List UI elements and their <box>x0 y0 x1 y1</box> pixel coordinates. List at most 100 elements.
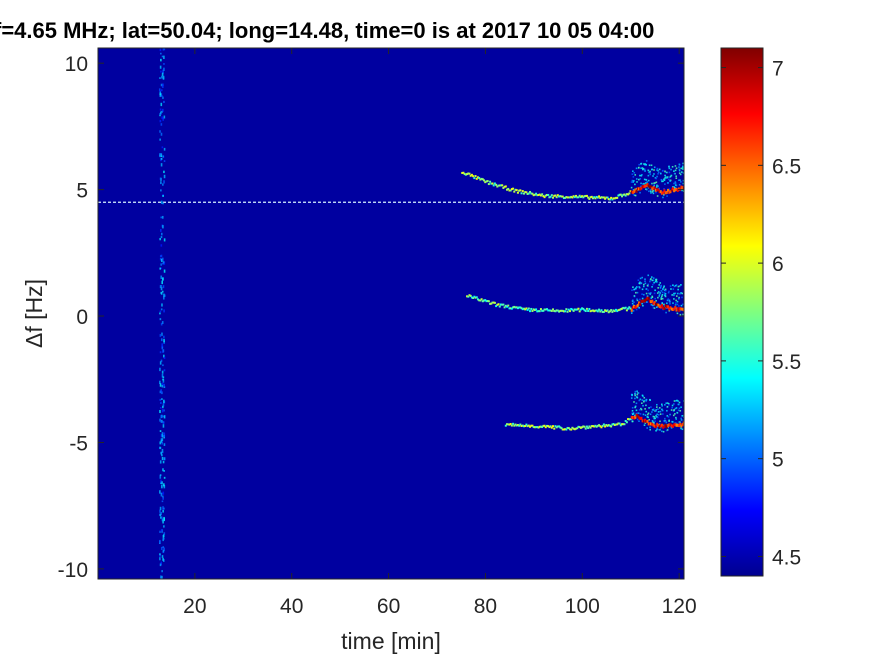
trace-speck <box>619 424 622 427</box>
trace-speck <box>549 425 552 428</box>
colorbar-gradient <box>720 47 764 577</box>
trace-speck <box>667 188 670 192</box>
vertical-noise-band <box>158 48 166 579</box>
scatter-speck <box>675 177 678 180</box>
scatter-speck <box>636 412 639 414</box>
scatter-speck <box>661 288 664 290</box>
trace-speck <box>533 308 536 311</box>
scatter-speck <box>640 408 643 411</box>
scatter-speck <box>643 424 646 427</box>
scatter-speck <box>637 412 640 415</box>
noise-speck <box>162 48 165 51</box>
noise-speck <box>162 497 164 500</box>
scatter-speck <box>655 299 657 302</box>
trace-speck <box>606 196 609 199</box>
trace-speck <box>535 192 538 195</box>
trace-speck <box>558 425 561 428</box>
trace-speck <box>515 306 518 309</box>
trace-speck <box>561 195 564 198</box>
noise-speck <box>159 177 162 180</box>
trace-speck <box>658 305 661 309</box>
scatter-speck <box>664 306 667 309</box>
trace-speck <box>584 427 587 430</box>
noise-speck <box>161 215 164 219</box>
scatter-speck <box>668 420 670 422</box>
scatter-speck <box>643 396 646 399</box>
scatter-speck <box>655 410 657 412</box>
trace-speck <box>503 306 506 309</box>
trace-speck <box>568 310 571 313</box>
trace-speck <box>651 299 654 303</box>
trace-speck <box>512 422 515 425</box>
trace-speck <box>581 195 584 198</box>
scatter-speck <box>664 177 666 179</box>
scatter-speck <box>665 429 668 432</box>
scatter-speck <box>677 288 679 291</box>
trace-speck <box>506 305 509 308</box>
noise-speck <box>160 52 162 55</box>
scatter-speck <box>649 173 652 176</box>
scatter-speck <box>663 194 665 196</box>
trace-speck <box>675 423 678 427</box>
trace-speck <box>542 424 545 427</box>
scatter-speck <box>661 297 664 300</box>
trace-speck <box>558 195 561 198</box>
scatter-speck <box>646 181 649 183</box>
scatter-speck <box>652 422 655 424</box>
noise-speck <box>159 310 162 313</box>
trace-speck <box>639 187 642 191</box>
scatter-speck <box>645 188 647 191</box>
noise-speck <box>160 93 163 97</box>
scatter-speck <box>635 291 637 294</box>
scatter-speck <box>668 178 670 181</box>
noise-speck <box>160 123 163 126</box>
scatter-speck <box>637 392 640 394</box>
trace-speck <box>648 422 651 426</box>
trace-speck <box>570 195 573 198</box>
trace-speck <box>577 196 580 199</box>
plot-frame <box>97 47 685 580</box>
trace-speck <box>637 187 640 191</box>
scatter-speck <box>653 416 656 418</box>
noise-speck <box>161 382 164 386</box>
scatter-speck <box>649 413 652 416</box>
trace-speck <box>542 309 545 312</box>
noise-speck <box>162 77 165 80</box>
trace-speck <box>555 196 558 199</box>
scatter-speck <box>654 289 656 292</box>
trace-speck <box>633 190 636 194</box>
y-tick-label: 0 <box>76 306 88 329</box>
trace-speck <box>506 188 509 191</box>
trace-speck <box>483 179 486 182</box>
trace-speck <box>496 185 499 188</box>
scatter-speck <box>658 284 660 286</box>
trace-speck <box>618 193 621 196</box>
scatter-speck <box>675 295 678 297</box>
scatter-speck <box>680 291 682 294</box>
scatter-speck <box>636 299 639 302</box>
trace-speck <box>520 307 523 310</box>
trace-speck <box>585 194 588 197</box>
noise-speck <box>159 119 162 123</box>
noise-speck <box>161 456 164 461</box>
trace-speck <box>668 190 671 194</box>
trace-speck <box>594 424 597 427</box>
trace-speck <box>631 190 634 194</box>
noise-speck <box>162 491 165 495</box>
scatter-speck <box>656 175 658 178</box>
scatter-speck <box>668 309 671 312</box>
trace-speck <box>558 310 561 313</box>
noise-speck <box>162 277 164 281</box>
trace-speck <box>590 425 593 428</box>
scatter-speck <box>664 288 667 291</box>
trace-speck <box>570 428 573 431</box>
trace-speck <box>530 307 533 310</box>
scatter-speck <box>662 420 665 422</box>
trace-speck <box>536 426 539 429</box>
trace-speck <box>680 307 683 311</box>
noise-speck <box>159 138 161 141</box>
trace-speck <box>468 294 471 297</box>
trace-speck <box>543 196 546 199</box>
scatter-speck <box>659 282 662 284</box>
trace-speck <box>652 302 655 306</box>
